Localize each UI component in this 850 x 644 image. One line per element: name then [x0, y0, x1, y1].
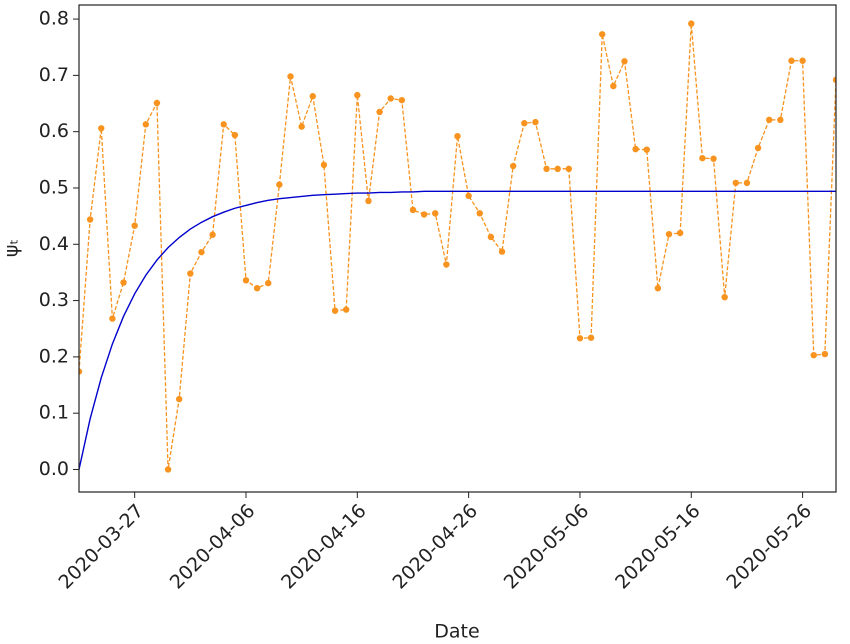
x-tick-label: 2020-04-06: [166, 500, 260, 594]
series-line: [79, 190, 836, 470]
data-point: [398, 96, 406, 104]
x-tick-label: 2020-04-16: [277, 500, 371, 594]
data-point: [187, 270, 194, 277]
data-point: [810, 351, 817, 359]
y-tick-label: 0.2: [39, 345, 69, 367]
data-point: [432, 210, 439, 217]
data-point: [376, 108, 383, 116]
data-point: [777, 116, 784, 124]
x-tick-label: 2020-05-26: [722, 500, 816, 594]
data-point: [632, 145, 639, 153]
data-point: [331, 307, 339, 314]
data-point: [131, 222, 138, 229]
data-point: [832, 76, 836, 84]
y-tick-label: 0.5: [39, 176, 69, 198]
data-point: [320, 161, 328, 169]
data-point: [599, 31, 606, 38]
plot-frame: [78, 4, 837, 493]
data-point: [209, 231, 216, 238]
data-point: [265, 279, 272, 287]
data-point: [454, 132, 461, 140]
data-point: [175, 395, 183, 403]
data-point: [521, 120, 528, 127]
data-point: [654, 284, 662, 292]
data-point: [721, 294, 728, 301]
y-tick-label: 0.3: [39, 289, 69, 311]
data-point: [220, 121, 227, 128]
data-point: [142, 121, 149, 128]
data-point: [688, 20, 695, 27]
data-point: [253, 284, 261, 292]
data-point: [465, 192, 472, 200]
data-point: [799, 57, 806, 64]
data-point: [643, 146, 650, 153]
data-point: [532, 118, 539, 126]
data-point: [420, 211, 428, 218]
data-point: [665, 230, 673, 238]
data-point: [287, 73, 294, 80]
y-tick-label: 0.6: [39, 120, 69, 142]
y-axis-label: ψₜ: [1, 239, 23, 257]
data-point: [109, 315, 116, 322]
data-point: [365, 197, 372, 205]
data-point: [743, 179, 751, 187]
series-line: [79, 23, 836, 470]
data-point: [732, 179, 740, 187]
y-tick-label: 0.1: [39, 402, 69, 424]
data-point: [621, 58, 628, 65]
data-point: [298, 123, 305, 130]
x-axis-label: Date: [434, 621, 479, 643]
x-tick-label: 2020-05-06: [500, 500, 594, 594]
data-point: [565, 165, 573, 173]
data-point: [242, 277, 250, 284]
data-point: [387, 95, 394, 102]
data-point: [509, 162, 517, 170]
data-point: [676, 229, 684, 237]
data-point: [231, 131, 239, 139]
x-tick-label: 2020-03-27: [54, 500, 148, 594]
data-point: [342, 306, 350, 313]
data-point: [554, 165, 561, 173]
data-point: [164, 466, 172, 473]
data-point: [79, 368, 83, 375]
x-tick-label: 2020-05-16: [611, 500, 705, 594]
data-point: [198, 248, 205, 256]
data-point: [309, 93, 316, 100]
y-tick-label: 0.8: [39, 8, 69, 30]
data-point: [120, 279, 127, 286]
data-point: [788, 57, 795, 64]
data-point: [543, 165, 550, 173]
data-point: [86, 216, 94, 223]
data-point: [821, 350, 829, 358]
data-point: [443, 261, 450, 268]
data-point: [610, 82, 617, 90]
data-point: [587, 334, 595, 341]
data-point: [476, 210, 483, 217]
data-point: [754, 144, 762, 152]
data-point: [699, 154, 706, 162]
y-tick-label: 0.4: [39, 233, 69, 255]
data-point: [576, 335, 584, 342]
x-tick-label: 2020-04-26: [388, 500, 482, 594]
data-point: [498, 248, 506, 255]
y-tick-label: 0.0: [39, 458, 69, 480]
data-point: [710, 155, 717, 162]
data-point: [153, 99, 161, 107]
data-point: [276, 181, 283, 188]
data-point: [487, 233, 495, 241]
data-point: [409, 206, 417, 214]
y-tick-label: 0.7: [39, 64, 69, 86]
data-point: [766, 116, 773, 124]
data-point: [98, 125, 105, 132]
data-point: [354, 91, 361, 99]
